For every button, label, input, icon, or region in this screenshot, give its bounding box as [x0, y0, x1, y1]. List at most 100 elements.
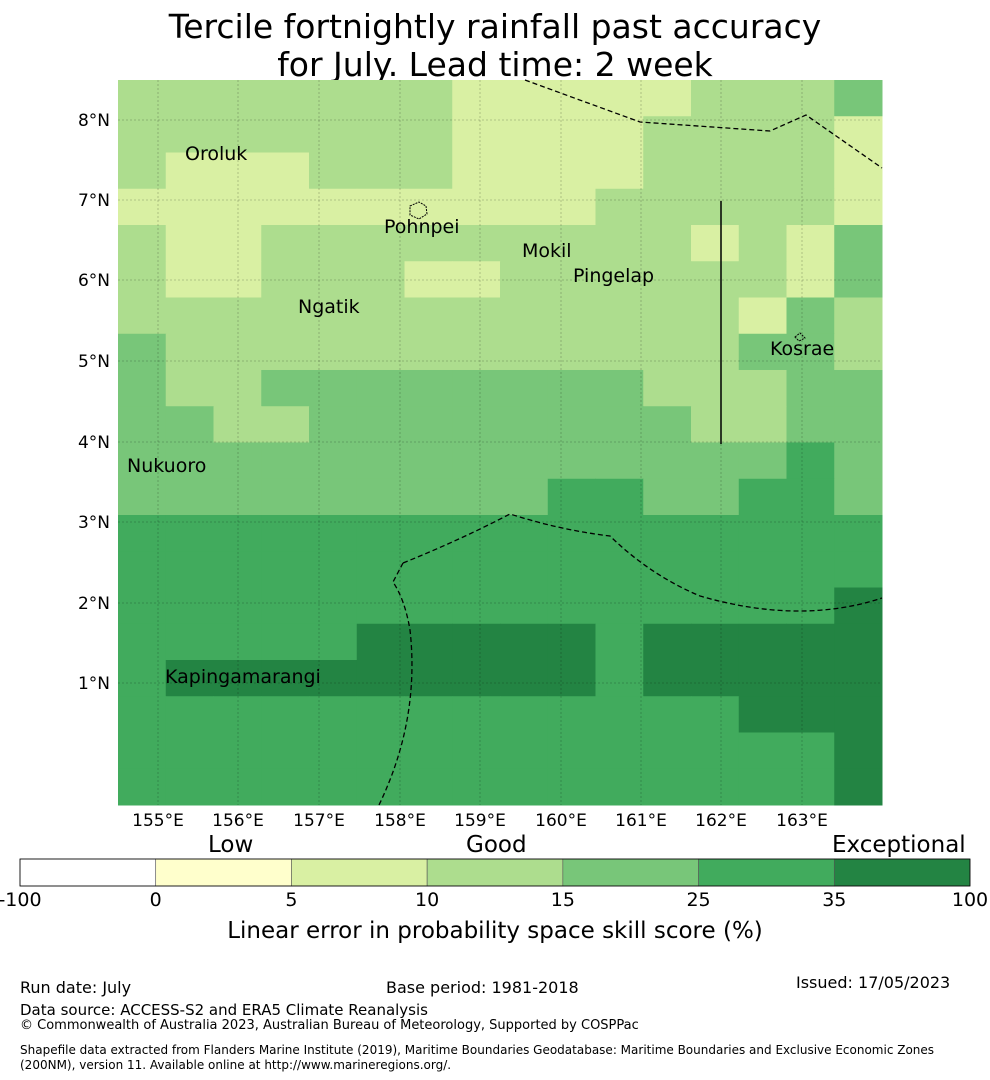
skill-cell — [834, 225, 883, 262]
skill-cell — [643, 478, 692, 516]
skill-cell — [165, 188, 214, 226]
skill-cell — [356, 261, 405, 298]
skill-cell — [691, 623, 740, 661]
lat-tick-label: 7°N — [78, 191, 110, 211]
eez-boundary-west-arc — [378, 562, 413, 806]
lon-tick-label: 163°E — [776, 811, 828, 831]
colorbar-label: Linear error in probability space skill … — [227, 918, 763, 944]
skill-cell — [595, 261, 644, 298]
lon-tick-label: 161°E — [615, 811, 667, 831]
skill-cell — [500, 587, 549, 625]
run-date: Run date: July — [20, 978, 132, 997]
skill-cell — [691, 515, 740, 552]
colorbar-segment — [155, 858, 292, 887]
skill-cell — [643, 587, 692, 625]
skill-cell — [643, 80, 692, 117]
skill-cell — [643, 297, 692, 335]
skill-cell — [356, 551, 405, 588]
skill-cell — [834, 188, 883, 226]
skill-cell — [834, 478, 883, 516]
shapefile-credit-line2: (200NM), version 11. Available online at… — [20, 1058, 452, 1072]
skill-cell — [786, 225, 835, 262]
skill-cell — [834, 370, 883, 407]
lon-tick-label: 158°E — [374, 811, 426, 831]
skill-cell — [213, 732, 262, 770]
skill-cell — [356, 587, 405, 625]
skill-cell — [309, 152, 358, 190]
skill-cell — [595, 732, 644, 770]
skill-cell — [786, 442, 835, 480]
skill-cell — [738, 152, 787, 190]
skill-cell — [691, 768, 740, 806]
place-label-pingelap: Pingelap — [573, 265, 654, 287]
skill-cell — [643, 261, 692, 298]
skill-cell — [452, 587, 501, 625]
lat-tick-label: 5°N — [78, 352, 110, 372]
colorbar-segment — [562, 858, 699, 887]
colorbar-tick-label: 5 — [285, 889, 298, 911]
skill-cell — [547, 587, 596, 625]
lon-tick-label: 160°E — [535, 811, 587, 831]
skill-cell — [118, 696, 167, 733]
skill-cell — [309, 297, 358, 335]
skill-cell — [404, 623, 453, 661]
skill-cell — [738, 188, 787, 226]
skill-cell — [500, 297, 549, 335]
skill-cell — [786, 515, 835, 552]
skill-cell — [547, 80, 596, 117]
skill-cell — [691, 261, 740, 298]
skill-cell — [500, 623, 549, 661]
lat-tick-label: 8°N — [78, 111, 110, 131]
skill-cell — [595, 478, 644, 516]
skill-cell — [165, 225, 214, 262]
skill-cell — [261, 478, 310, 516]
colorbar-word-low: Low — [208, 832, 254, 858]
skill-cell — [452, 80, 501, 117]
skill-cell — [213, 333, 262, 371]
skill-cell — [261, 333, 310, 371]
skill-cell — [500, 406, 549, 443]
skill-cell — [452, 370, 501, 407]
skill-cell — [786, 660, 835, 697]
skill-cell — [595, 768, 644, 806]
lon-tick-label: 159°E — [454, 811, 506, 831]
skill-cell — [404, 406, 453, 443]
skill-cell — [356, 768, 405, 806]
skill-cell — [643, 333, 692, 371]
skill-cell — [309, 551, 358, 588]
skill-cell — [165, 696, 214, 733]
skill-cell — [165, 80, 214, 117]
skill-cell — [691, 370, 740, 407]
skill-cell — [118, 442, 167, 480]
skill-cell — [261, 587, 310, 625]
skill-cell — [834, 660, 883, 697]
skill-cell — [404, 333, 453, 371]
colorbar-tick-label: 0 — [149, 889, 162, 911]
skill-cell — [165, 768, 214, 806]
skill-cell — [738, 768, 787, 806]
skill-cell — [738, 297, 787, 335]
skill-cell — [691, 551, 740, 588]
skill-cell — [213, 188, 262, 226]
skill-cell — [547, 515, 596, 552]
skill-cell — [547, 768, 596, 806]
skill-cell — [738, 261, 787, 298]
skill-cell — [547, 152, 596, 190]
skill-cell — [595, 442, 644, 480]
place-label-mokil: Mokil — [522, 240, 572, 262]
lon-tick-label: 155°E — [132, 811, 184, 831]
skill-cell — [595, 660, 644, 697]
skill-cell — [118, 515, 167, 552]
skill-cell — [738, 406, 787, 443]
skill-cell — [213, 406, 262, 443]
skill-cell — [786, 80, 835, 117]
skill-cell — [452, 261, 501, 298]
skill-cell — [404, 152, 453, 190]
skill-cell — [118, 370, 167, 407]
skill-cell — [786, 696, 835, 733]
skill-cell — [691, 152, 740, 190]
skill-cell — [261, 732, 310, 770]
skill-cell — [738, 80, 787, 117]
skill-cell — [213, 515, 262, 552]
skill-cell — [118, 406, 167, 443]
